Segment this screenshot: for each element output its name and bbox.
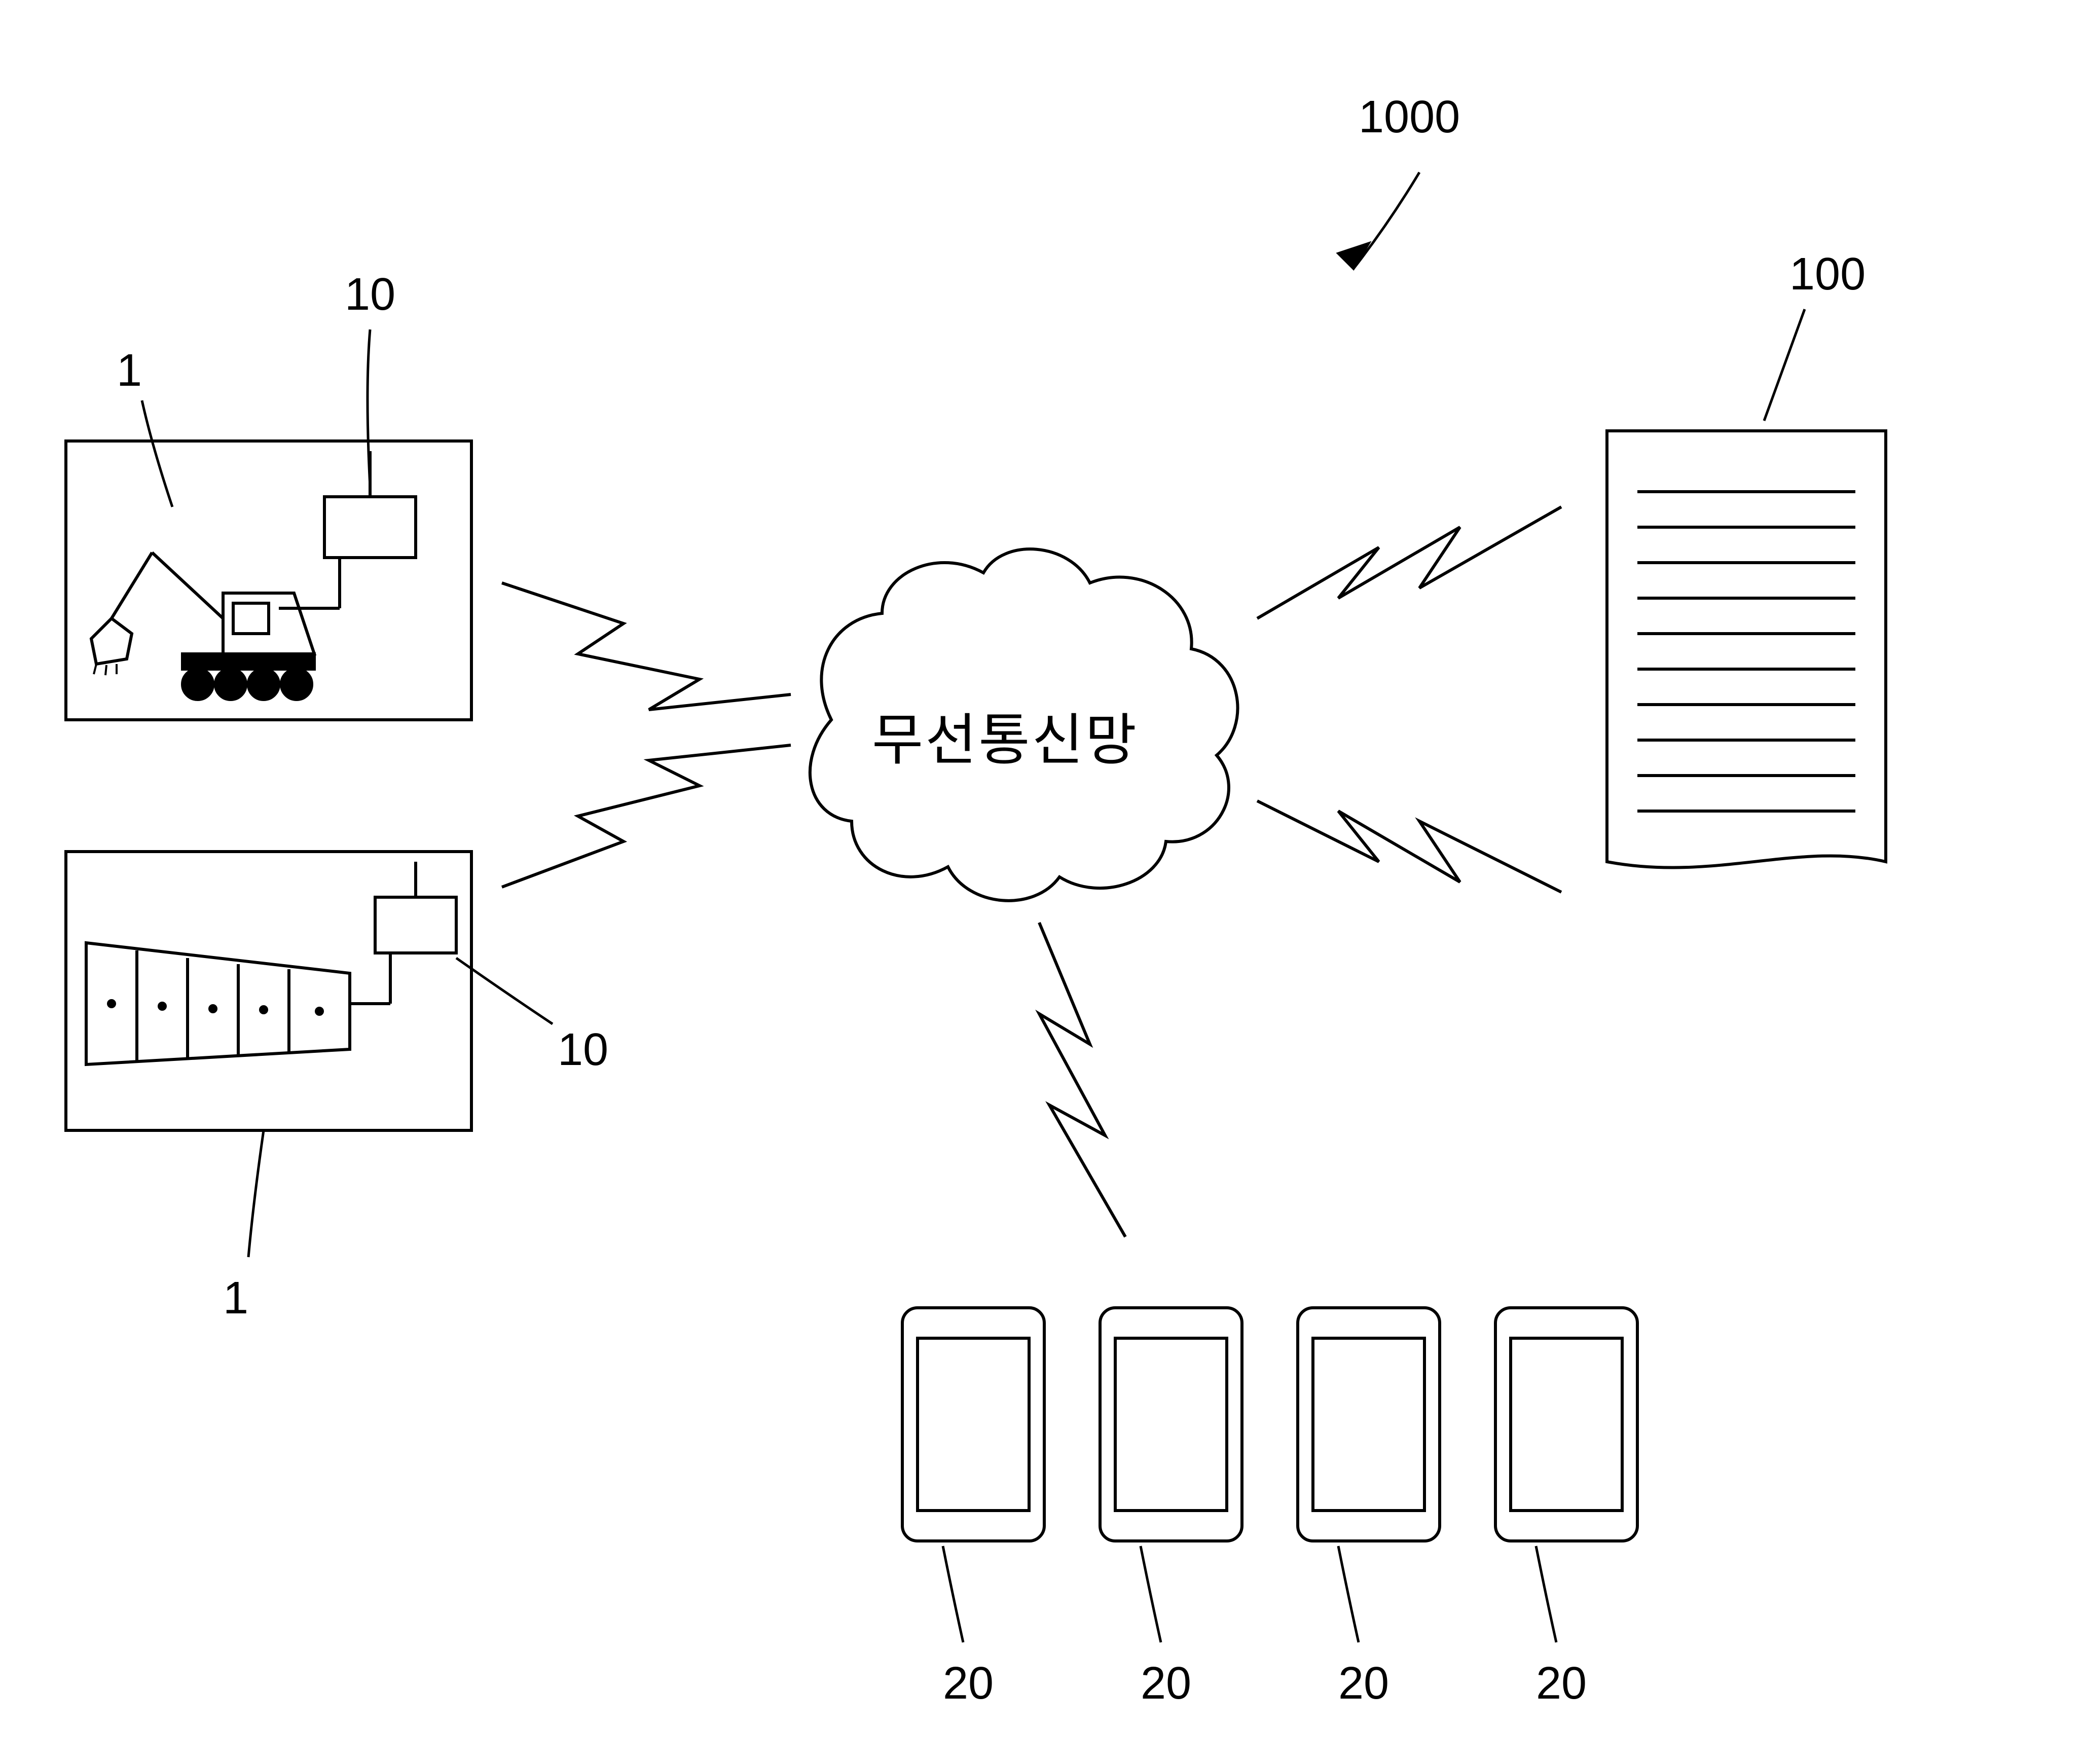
phone-icon-2 xyxy=(1100,1308,1242,1541)
wireless-link-4 xyxy=(1257,801,1561,892)
wireless-link-3 xyxy=(1257,507,1561,618)
leader-lines xyxy=(142,172,1805,1642)
machine-box xyxy=(66,852,471,1130)
cloud-label: 무선통신망 xyxy=(872,694,1139,776)
ref-label-20-2: 20 xyxy=(1141,1658,1191,1710)
ref-label-10-bottom: 10 xyxy=(558,1024,608,1076)
phone-icon-4 xyxy=(1495,1308,1637,1541)
wireless-link-1 xyxy=(502,583,791,710)
diagram-canvas xyxy=(0,0,2085,1764)
phone-icon-1 xyxy=(902,1308,1044,1541)
wireless-link-5 xyxy=(1039,923,1125,1237)
ref-label-1000: 1000 xyxy=(1359,91,1460,143)
ref-label-20-4: 20 xyxy=(1536,1658,1587,1710)
phone-icon-3 xyxy=(1298,1308,1440,1541)
ref-label-10-top: 10 xyxy=(345,269,395,321)
ref-label-1-top: 1 xyxy=(117,345,142,397)
ref-label-1-bottom: 1 xyxy=(223,1272,248,1325)
server-icon xyxy=(1607,431,1886,868)
ref-label-20-3: 20 xyxy=(1338,1658,1389,1710)
wireless-link-2 xyxy=(502,745,791,887)
excavator-box xyxy=(66,441,471,720)
ref-label-100: 100 xyxy=(1789,248,1865,301)
ref-label-20-1: 20 xyxy=(943,1658,994,1710)
